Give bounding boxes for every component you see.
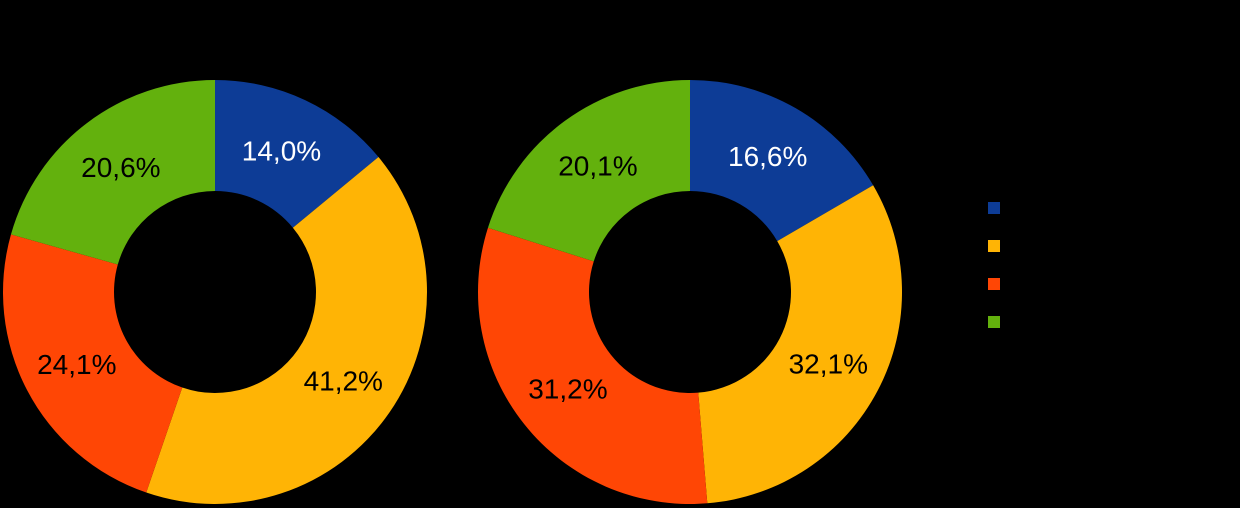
legend-item: [988, 202, 1000, 214]
donut-slice-right-0: [690, 80, 874, 242]
slice-label: 20,1%: [558, 151, 637, 182]
legend-swatch-green: [988, 316, 1000, 328]
donut-slice-left-0: [215, 80, 379, 228]
legend-item: [988, 240, 1000, 252]
slice-label: 41,2%: [304, 365, 383, 396]
slice-label: 20,6%: [81, 152, 160, 183]
legend-swatch-orange: [988, 278, 1000, 290]
donut-chart-left: 14,0% 41,2% 24,1% 20,6%: [2, 80, 428, 505]
slice-label: 24,1%: [37, 349, 116, 380]
slice-label: 31,2%: [528, 374, 607, 405]
donut-chart-right: 16,6% 32,1% 31,2% 20,1%: [477, 80, 902, 504]
legend-swatch-blue: [988, 202, 1000, 214]
donut-slice-left-3: [10, 80, 216, 265]
donut-slice-left-2: [2, 234, 183, 493]
slice-label: 14,0%: [242, 135, 321, 166]
donut-slice-right-1: [698, 185, 902, 504]
donut-slice-left-1: [146, 157, 428, 505]
donut-slice-right-3: [487, 80, 690, 262]
legend-item: [988, 316, 1000, 328]
donut-slice-right-2: [477, 227, 708, 504]
legend-item: [988, 278, 1000, 290]
slice-label: 16,6%: [728, 141, 807, 172]
legend-swatch-yellow: [988, 240, 1000, 252]
slice-label: 32,1%: [789, 349, 868, 380]
